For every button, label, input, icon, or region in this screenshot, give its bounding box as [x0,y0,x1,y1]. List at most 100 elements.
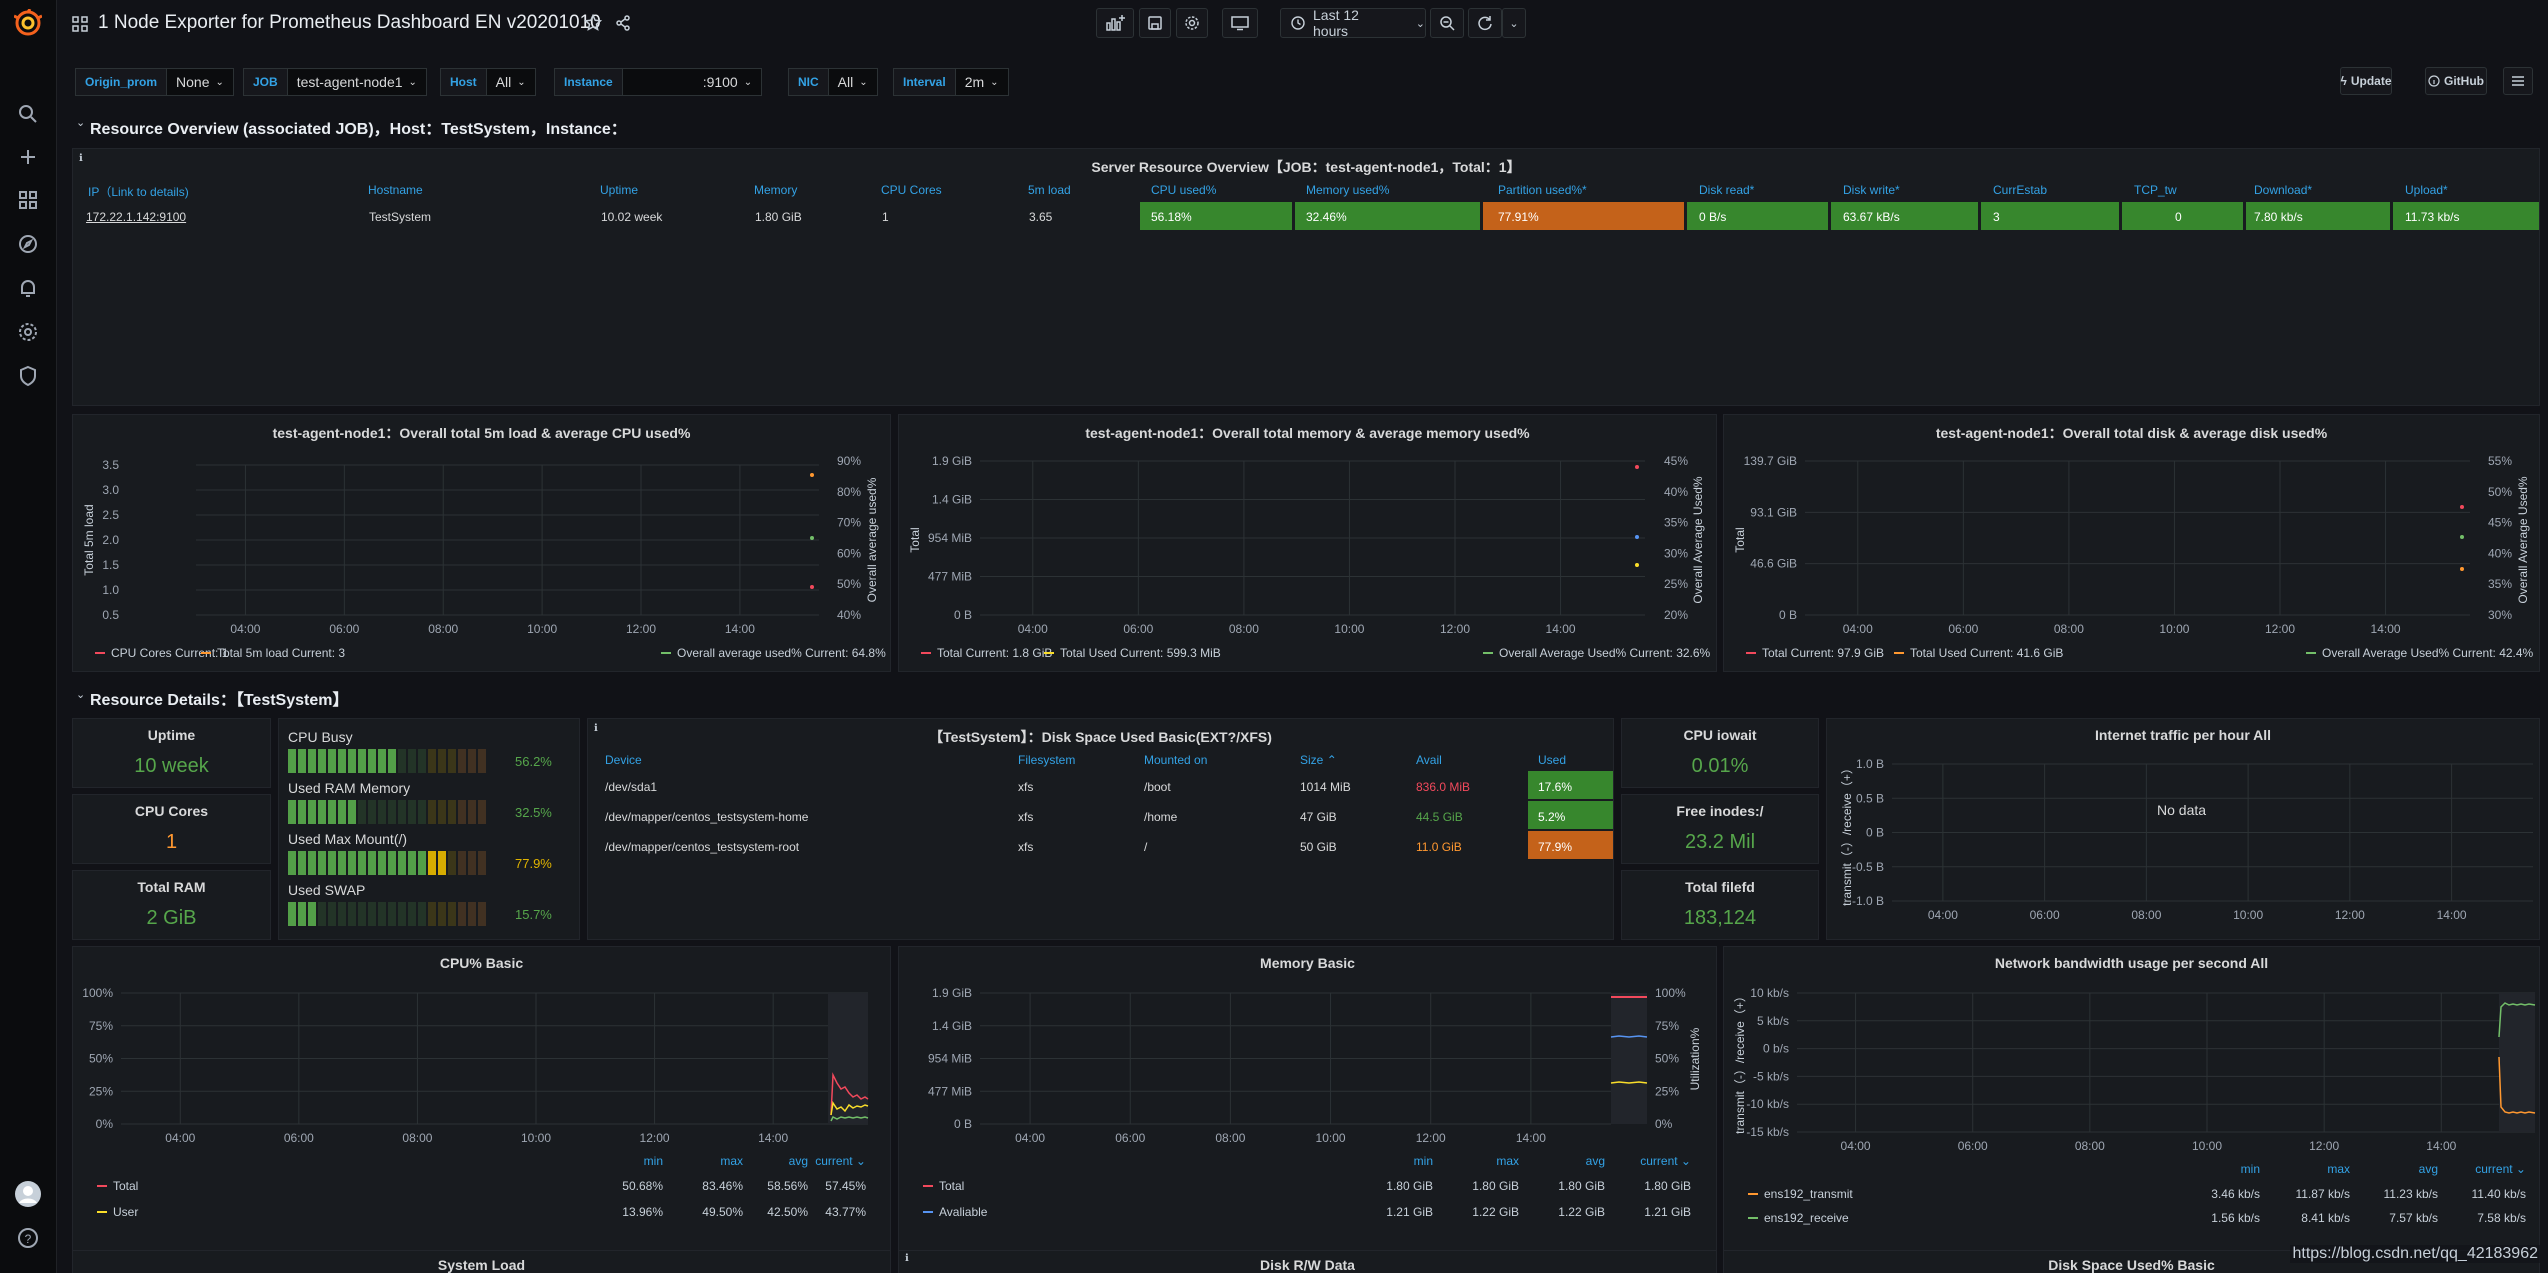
update-link[interactable]: ϟ Update [2340,67,2392,95]
cell-memory-used: 32.46% [1306,210,1347,224]
stat-title: Uptime [147,727,196,743]
bar-gauge-label: Used SWAP [288,882,366,898]
col-device[interactable]: Device [605,753,642,767]
bar-gauge-cell [398,902,406,926]
memory-graph[interactable]: 04:00 06:00 08:00 10:00 12:00 14:00 1.9 GiB 1.4… [899,415,1717,672]
cell-device: /dev/sda1 [605,780,658,794]
variable-value[interactable]: 2m ⌄ [955,68,1009,96]
col-5m-load[interactable]: 5m load [1028,183,1071,197]
col-used[interactable]: Used [1538,753,1567,767]
variable-label: Interval [893,68,956,96]
legend-item: User [113,1205,138,1219]
legend-item: Total 5m load Current: 3 [217,646,345,660]
bar-gauge-cell [398,800,406,824]
col-ip[interactable]: IP（Link to details) [88,185,189,199]
col-mounted-on[interactable]: Mounted on [1144,753,1208,767]
grafana-logo[interactable] [13,8,43,37]
panel-info-icon[interactable]: ℹ [594,723,598,734]
zoom-out-button[interactable] [1430,8,1464,38]
bar-gauge-cell [308,851,316,875]
col-avail[interactable]: Avail [1416,753,1442,767]
col-tcp-tw[interactable]: TCP_tw [2134,183,2177,197]
traffic-graph[interactable]: 04:00 06:00 08:00 10:00 12:00 14:00 1.0 B 0.5 B… [1827,719,2540,940]
dashboards-grid-icon[interactable] [72,16,88,32]
variable-value[interactable]: All ⌄ [486,68,536,96]
y-tick-label: 50% [1655,1052,1679,1066]
col-uptime[interactable]: Uptime [600,183,639,197]
disk-graph[interactable]: 04:00 06:00 08:00 10:00 12:00 14:00 139.7 GiB 9… [1724,415,2540,672]
add-panel-button[interactable] [1096,8,1134,38]
menu-button[interactable] [2503,67,2533,95]
refresh-interval-dropdown[interactable]: ⌄ [1502,8,1526,38]
panel-title: Disk R/W Data [1260,1257,1355,1273]
cpu-used-cell [1140,202,1292,230]
col-disk-read[interactable]: Disk read* [1699,183,1755,197]
col-disk-write[interactable]: Disk write* [1843,183,1900,197]
alerting-icon[interactable] [16,276,40,300]
panel-info-icon[interactable]: ℹ [905,1253,909,1264]
variable-value[interactable]: All ⌄ [828,68,878,96]
dashboards-icon[interactable] [16,188,40,212]
x-tick-label: 14:00 [1546,622,1576,636]
panel-info-icon[interactable]: ℹ [79,153,83,164]
bar-gauge-cell [338,800,346,824]
legend-value: 8.41 kb/s [2301,1211,2350,1225]
col-memory[interactable]: Memory [754,183,798,197]
explore-icon[interactable] [16,232,40,256]
shield-icon[interactable] [16,364,40,388]
configuration-icon[interactable] [16,320,40,344]
cell-5m-load: 3.65 [1029,210,1053,224]
save-dashboard-button[interactable] [1139,8,1171,38]
variable-host[interactable]: Host All ⌄ [440,68,536,96]
variable-label: Host [440,68,487,96]
star-icon[interactable] [583,13,603,32]
row-header-overview[interactable]: Resource Overview (associated JOB)，Host：… [90,121,627,138]
legend-item: Total [113,1179,138,1193]
load-cpu-graph[interactable]: 04:00 06:00 08:00 10:00 12:00 14:00 3.5 3.0 2.5 2… [73,415,891,672]
col-upload[interactable]: Upload* [2405,183,2448,197]
variable-origin-prom[interactable]: Origin_prom None ⌄ [75,68,234,96]
variable-value[interactable]: :9100 ⌄ [622,68,763,96]
data-point [2460,567,2464,571]
data-point [2460,505,2464,509]
memory-basic-graph[interactable]: 04:00 06:00 08:00 10:00 12:00 14:00 1.9 GiB 1.4… [899,947,1717,1272]
dashboard-settings-button[interactable] [1176,8,1208,38]
x-tick-label: 04:00 [1018,622,1048,636]
col-hostname[interactable]: Hostname [368,183,423,197]
col-download[interactable]: Download* [2254,183,2313,197]
bar-gauge-cell [428,800,436,824]
col-cpu-used[interactable]: CPU used% [1151,183,1217,197]
col-memory-used[interactable]: Memory used% [1306,183,1390,197]
variable-instance[interactable]: Instance:9100 ⌄ [554,68,763,96]
help-icon[interactable]: ? [16,1226,40,1250]
time-range-picker[interactable]: Last 12 hours ⌄ [1280,7,1426,39]
col-size[interactable]: Size ⌃ [1300,753,1337,767]
refresh-button[interactable] [1468,8,1502,38]
ip-link[interactable]: 172.22.1.142:9100 [86,210,187,224]
col-cpu-cores[interactable]: CPU Cores [881,183,942,197]
collapse-chevron-icon[interactable]: ⌄ [76,689,86,701]
variable-label: JOB [243,68,288,96]
plus-icon[interactable] [16,145,40,169]
share-icon[interactable] [614,14,632,32]
variable-value[interactable]: None ⌄ [167,68,234,96]
x-tick-label: 08:00 [428,622,458,636]
col-partition-used[interactable]: Partition used%* [1498,183,1587,197]
cycle-view-mode-button[interactable] [1222,8,1258,38]
col-filesystem[interactable]: Filesystem [1018,753,1076,767]
network-bandwidth-graph[interactable]: 04:00 06:00 08:00 10:00 12:00 14:00 10 kb/s 5 k… [1724,947,2540,1272]
y-tick-label: 2.0 [102,533,119,547]
variable-interval[interactable]: Interval 2m ⌄ [893,68,1009,96]
avatar[interactable] [14,1180,42,1208]
dashboard-title[interactable]: 1 Node Exporter for Prometheus Dashboard… [98,12,601,33]
row-header-details[interactable]: Resource Details：【TestSystem】 [90,692,349,709]
variable-value[interactable]: test-agent-node1 ⌄ [287,68,427,96]
variable-job[interactable]: JOB test-agent-node1 ⌄ [243,68,427,96]
col-currestab[interactable]: CurrEstab [1993,183,2048,197]
github-link[interactable]: GitHub [2425,67,2487,95]
y-tick-label: 0 B [1866,826,1884,840]
collapse-chevron-icon[interactable]: ⌄ [76,117,86,129]
cpu-basic-graph[interactable]: 04:00 06:00 08:00 10:00 12:00 14:00 100% 75% 50%… [73,947,891,1272]
variable-nic[interactable]: NIC All ⌄ [788,68,878,96]
search-icon[interactable] [16,102,40,126]
